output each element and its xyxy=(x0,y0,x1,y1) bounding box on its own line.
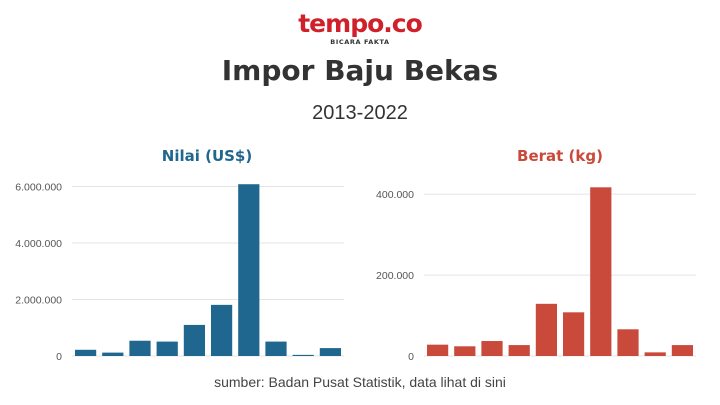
nilai-bar-2019 xyxy=(238,184,260,356)
nilai-bar-2014 xyxy=(102,352,124,356)
berat-ytick-label: 400.000 xyxy=(376,189,414,201)
nilai-bar-2016 xyxy=(156,341,178,356)
nilai-bar-2020 xyxy=(265,341,287,356)
source-note[interactable]: sumber: Badan Pusat Statistik, data liha… xyxy=(214,374,506,390)
berat-bar-2015 xyxy=(481,341,503,356)
logo[interactable]: tempo.co BICARA FAKTA xyxy=(0,10,720,47)
nilai-bar-2022 xyxy=(319,348,342,356)
nilai-ytick-label: 0 xyxy=(56,351,62,363)
nilai-bar-2015 xyxy=(129,340,151,356)
berat-bar-2018 xyxy=(562,312,585,356)
nilai-bar-2013 xyxy=(74,349,97,356)
nilai-ytick-label: 2.000.000 xyxy=(15,294,62,306)
nilai-bar-2021 xyxy=(292,354,314,356)
berat-bar-2020 xyxy=(617,329,639,356)
berat-bar-2014 xyxy=(454,346,476,356)
nilai-ytick-label: 6.000.000 xyxy=(15,181,62,193)
bar-charts: 0 2.000.000 4.000.000 6.000.000 0 200.000 400.… xyxy=(15,181,696,363)
berat-bar-2013 xyxy=(426,344,449,356)
berat-bar-2022 xyxy=(671,345,694,356)
chart-subtitle: 2013-2022 xyxy=(312,102,408,124)
chart-title: Impor Baju Bekas xyxy=(221,54,499,87)
berat-ytick-label: 0 xyxy=(408,351,414,363)
berat-bar-2021 xyxy=(644,352,666,356)
logo-text: tempo.co xyxy=(298,9,423,38)
berat-bar-2017 xyxy=(535,303,558,356)
nilai-ytick-label: 4.000.000 xyxy=(15,238,62,250)
nilai-bar-2017 xyxy=(183,324,206,356)
nilai-bar-2018 xyxy=(210,304,233,356)
berat-panel-title: Berat (kg) xyxy=(517,147,603,165)
berat-bar-2016 xyxy=(508,345,530,356)
nilai-panel-title: Nilai (US$) xyxy=(161,147,253,165)
berat-ytick-label: 200.000 xyxy=(376,270,414,282)
logo-tagline: BICARA FAKTA xyxy=(330,38,390,46)
berat-bar-2019 xyxy=(590,187,612,356)
